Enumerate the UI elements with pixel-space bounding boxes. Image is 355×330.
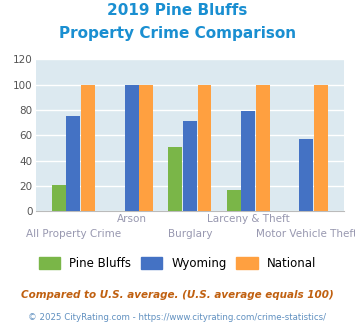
Bar: [314, 85, 328, 211]
Bar: [197, 85, 212, 211]
Text: Burglary: Burglary: [168, 229, 212, 239]
Text: © 2025 CityRating.com - https://www.cityrating.com/crime-statistics/: © 2025 CityRating.com - https://www.city…: [28, 314, 327, 322]
Bar: [81, 85, 95, 211]
Text: 2019 Pine Bluffs: 2019 Pine Bluffs: [107, 3, 248, 18]
Bar: [52, 185, 66, 211]
Text: Compared to U.S. average. (U.S. average equals 100): Compared to U.S. average. (U.S. average …: [21, 290, 334, 300]
Text: Motor Vehicle Theft: Motor Vehicle Theft: [256, 229, 355, 239]
Text: Larceny & Theft: Larceny & Theft: [207, 214, 290, 224]
Bar: [66, 116, 80, 211]
Text: All Property Crime: All Property Crime: [26, 229, 121, 239]
Legend: Pine Bluffs, Wyoming, National: Pine Bluffs, Wyoming, National: [35, 253, 320, 274]
Bar: [125, 85, 139, 211]
Bar: [241, 111, 255, 211]
Text: Property Crime Comparison: Property Crime Comparison: [59, 26, 296, 41]
Bar: [183, 121, 197, 211]
Bar: [226, 190, 241, 211]
Bar: [168, 147, 182, 211]
Bar: [256, 85, 270, 211]
Text: Arson: Arson: [117, 214, 147, 224]
Bar: [300, 139, 313, 211]
Bar: [139, 85, 153, 211]
